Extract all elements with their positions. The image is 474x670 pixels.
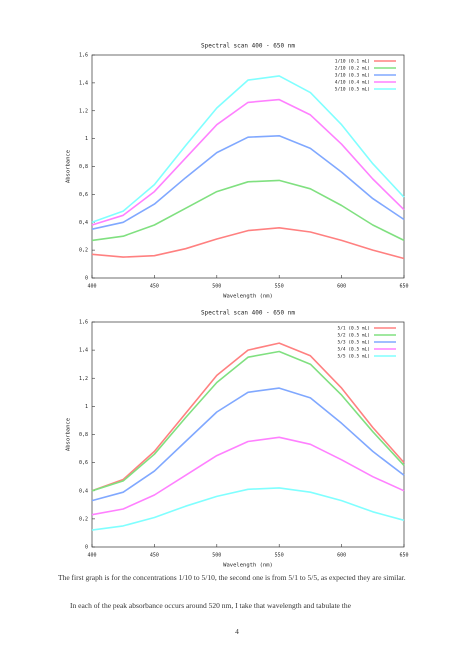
- x-tick-label: 650: [399, 553, 408, 559]
- y-tick-label: 1,4: [79, 348, 88, 354]
- x-tick-label: 550: [275, 553, 284, 559]
- y-tick-label: 0,6: [79, 192, 88, 198]
- x-tick-label: 650: [399, 284, 408, 290]
- y-tick-label: 0: [85, 276, 88, 282]
- data-line: [91, 487, 405, 531]
- data-line: [91, 227, 405, 260]
- legend-label: 5/4 (0.5 mL): [337, 347, 370, 353]
- legend-label: 5/2 (0.5 mL): [337, 333, 370, 339]
- y-tick-label: 0,2: [79, 516, 88, 522]
- x-axis-label: Wavelength (nm): [223, 563, 273, 569]
- data-line: [91, 350, 405, 492]
- y-tick-label: 0,2: [79, 248, 88, 254]
- data-line: [91, 98, 405, 226]
- legend-label: 4/10 (0.4 mL): [335, 80, 370, 86]
- data-line: [91, 179, 405, 242]
- y-axis-label: Absorbance: [66, 150, 72, 183]
- y-tick-label: 1: [85, 404, 88, 410]
- chart-title: Spectral scan 400 - 650 nm: [201, 43, 295, 50]
- legend-label: 5/5 (0.5 mL): [337, 354, 370, 360]
- y-tick-label: 1,2: [79, 108, 88, 114]
- x-tick-label: 500: [212, 553, 221, 559]
- x-tick-label: 550: [275, 284, 284, 290]
- data-line: [91, 75, 405, 224]
- x-tick-label: 600: [337, 284, 346, 290]
- chart-title: Spectral scan 400 - 650 nm: [201, 310, 295, 317]
- x-tick-label: 400: [87, 284, 96, 290]
- x-axis-label: Wavelength (nm): [223, 294, 273, 300]
- legend-label: 5/1 (0.5 mL): [337, 326, 370, 332]
- y-tick-label: 0,4: [79, 488, 88, 494]
- data-line: [91, 342, 405, 492]
- data-line: [91, 436, 405, 516]
- legend-label: 2/10 (0.2 mL): [335, 66, 370, 72]
- legend-label: 5/10 (0.5 mL): [335, 87, 370, 93]
- x-tick-label: 600: [337, 553, 346, 559]
- x-tick-label: 500: [212, 284, 221, 290]
- legend-label: 3/10 (0.3 mL): [335, 73, 370, 79]
- y-tick-label: 0,4: [79, 220, 88, 226]
- x-tick-label: 450: [150, 553, 159, 559]
- charts: Spectral scan 400 - 650 nm 0 0,2 0,4 0,6 0,8 1…: [66, 43, 409, 569]
- y-tick-label: 1,6: [79, 320, 88, 326]
- y-axis-label: Absorbance: [66, 418, 72, 451]
- legend-label: 1/10 (0.1 mL): [335, 59, 370, 65]
- y-tick-label: 1,6: [79, 53, 88, 59]
- y-tick-label: 1,4: [79, 80, 88, 86]
- y-tick-label: 0,8: [79, 432, 88, 438]
- paragraph: The first graph is for the concentration…: [58, 573, 406, 582]
- y-tick-label: 0,8: [79, 164, 88, 170]
- data-line: [91, 387, 405, 502]
- y-tick-label: 1,2: [79, 376, 88, 382]
- page-number: 4: [235, 627, 239, 636]
- paragraph: In each of the peak absorbance occurs ar…: [70, 601, 351, 610]
- y-tick-label: 1: [85, 136, 88, 142]
- data-line: [91, 135, 405, 230]
- legend-label: 5/3 (0.5 mL): [337, 340, 370, 346]
- x-tick-label: 400: [87, 553, 96, 559]
- y-tick-label: 0,6: [79, 460, 88, 466]
- x-tick-label: 450: [150, 284, 159, 290]
- y-tick-label: 0: [85, 545, 88, 551]
